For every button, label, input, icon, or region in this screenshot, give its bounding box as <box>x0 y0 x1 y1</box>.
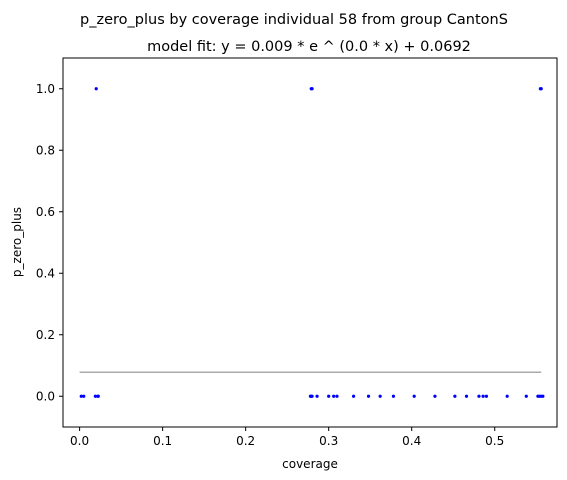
data-point <box>378 394 382 398</box>
data-point <box>94 87 98 91</box>
y-tick-label: 0.4 <box>36 266 55 280</box>
data-point <box>464 394 469 398</box>
x-tick-label: 0.5 <box>485 434 504 448</box>
data-point <box>96 394 100 398</box>
data-point <box>335 394 339 398</box>
data-point <box>484 394 489 398</box>
data-point <box>477 394 481 398</box>
data-point <box>541 394 545 398</box>
data-point <box>332 394 336 398</box>
data-point <box>366 394 371 398</box>
data-point <box>524 394 528 398</box>
y-tick-label: 0.8 <box>36 143 55 157</box>
data-point <box>310 87 314 91</box>
x-axis-ticks: 0.0 0.1 0.2 0.3 0.4 0.5 <box>70 427 504 448</box>
x-tick-label: 0.0 <box>70 434 89 448</box>
y-tick-label: 0.2 <box>36 328 55 342</box>
y-tick-label: 0.0 <box>36 389 55 403</box>
chart-subtitle: model fit: y = 0.009 * e ^ (0.0 * x) + 0… <box>147 39 471 55</box>
y-axis-label: p_zero_plus <box>10 207 24 277</box>
data-point <box>433 394 437 398</box>
data-point <box>453 394 457 398</box>
data-point <box>315 394 319 398</box>
y-tick-label: 0.6 <box>36 205 55 219</box>
data-point <box>481 394 485 398</box>
data-point <box>310 394 314 398</box>
data-point <box>539 87 543 91</box>
chart-title: p_zero_plus by coverage individual 58 fr… <box>80 12 508 28</box>
points-layer <box>79 87 545 398</box>
data-point <box>327 394 331 398</box>
data-point <box>505 394 509 398</box>
x-tick-label: 0.2 <box>236 434 255 448</box>
data-point <box>351 394 356 398</box>
data-point <box>391 394 396 398</box>
data-point <box>412 394 416 398</box>
data-point <box>82 394 86 398</box>
y-tick-label: 1.0 <box>36 82 55 96</box>
plot-area-frame <box>62 57 558 428</box>
x-tick-label: 0.1 <box>153 434 172 448</box>
y-axis-ticks: 0.0 0.2 0.4 0.6 0.8 1.0 <box>36 82 63 403</box>
x-tick-label: 0.4 <box>402 434 421 448</box>
data-point <box>93 394 97 398</box>
data-point <box>79 394 83 398</box>
x-axis-label: coverage <box>282 457 338 471</box>
x-tick-label: 0.3 <box>319 434 338 448</box>
